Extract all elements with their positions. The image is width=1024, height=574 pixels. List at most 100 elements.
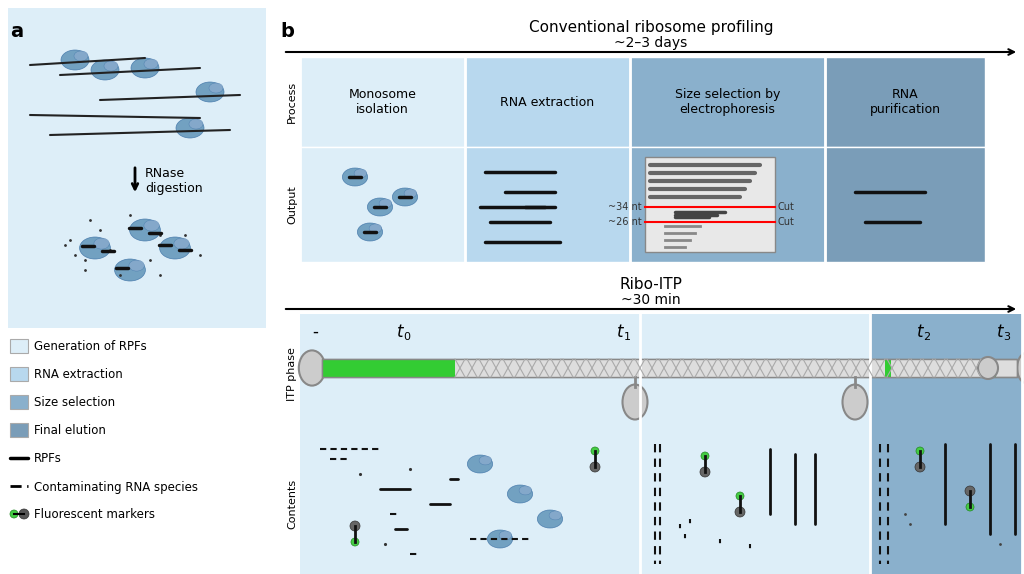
Bar <box>10 395 28 409</box>
Ellipse shape <box>538 510 562 528</box>
Text: Cut: Cut <box>778 202 795 212</box>
Ellipse shape <box>131 58 159 78</box>
Ellipse shape <box>843 385 867 420</box>
Bar <box>990 359 996 377</box>
Text: RNA
purification: RNA purification <box>869 88 940 116</box>
Ellipse shape <box>61 50 89 70</box>
Bar <box>455 359 980 377</box>
Text: 1: 1 <box>624 332 631 342</box>
Bar <box>825 57 985 147</box>
Ellipse shape <box>174 238 189 249</box>
Ellipse shape <box>379 199 392 208</box>
Circle shape <box>351 538 359 546</box>
Text: ~2–3 days: ~2–3 days <box>614 36 688 50</box>
Bar <box>322 359 1017 377</box>
Circle shape <box>350 521 360 531</box>
Text: 3: 3 <box>1004 332 1011 342</box>
Text: Conventional ribosome profiling: Conventional ribosome profiling <box>528 20 773 35</box>
Text: Size selection by
electrophoresis: Size selection by electrophoresis <box>675 88 780 116</box>
Text: Process: Process <box>287 81 297 123</box>
Text: Monosome
isolation: Monosome isolation <box>348 88 417 116</box>
Text: ~26 nt: ~26 nt <box>608 217 642 227</box>
Ellipse shape <box>94 238 110 249</box>
Bar <box>870 314 1022 574</box>
Circle shape <box>701 452 709 460</box>
Circle shape <box>736 492 744 500</box>
Text: Final elution: Final elution <box>34 425 105 437</box>
Text: ITP phase: ITP phase <box>287 347 297 401</box>
Ellipse shape <box>74 51 88 61</box>
Ellipse shape <box>467 455 493 473</box>
Circle shape <box>700 467 710 477</box>
Ellipse shape <box>354 169 367 178</box>
Text: RNase
digestion: RNase digestion <box>145 167 203 195</box>
Ellipse shape <box>623 385 647 420</box>
Bar <box>10 367 28 381</box>
Ellipse shape <box>130 219 161 241</box>
Ellipse shape <box>978 357 998 379</box>
Bar <box>465 147 630 262</box>
Ellipse shape <box>129 260 144 271</box>
Bar <box>885 359 891 377</box>
Ellipse shape <box>519 486 531 495</box>
Text: Generation of RPFs: Generation of RPFs <box>34 340 146 354</box>
Text: t: t <box>616 323 624 341</box>
Text: Contaminating RNA species: Contaminating RNA species <box>34 480 198 494</box>
Text: RPFs: RPFs <box>34 452 61 466</box>
Ellipse shape <box>499 531 512 540</box>
Ellipse shape <box>144 220 160 231</box>
Circle shape <box>590 462 600 472</box>
Ellipse shape <box>368 198 392 216</box>
Ellipse shape <box>342 168 368 186</box>
Text: t: t <box>996 323 1004 341</box>
Ellipse shape <box>91 60 119 80</box>
Bar <box>465 57 630 147</box>
Ellipse shape <box>160 237 190 259</box>
Circle shape <box>966 503 974 511</box>
Bar <box>825 147 985 262</box>
Circle shape <box>916 447 924 455</box>
Ellipse shape <box>479 456 492 465</box>
Bar <box>8 8 266 328</box>
Bar <box>630 57 825 147</box>
Text: ~34 nt: ~34 nt <box>608 202 642 212</box>
Text: Size selection: Size selection <box>34 397 115 409</box>
Ellipse shape <box>404 189 417 198</box>
Text: RNA extraction: RNA extraction <box>34 369 123 382</box>
Circle shape <box>965 486 975 496</box>
Text: Ribo-ITP: Ribo-ITP <box>620 277 682 292</box>
Text: 0: 0 <box>403 332 411 342</box>
Text: Fluorescent markers: Fluorescent markers <box>34 509 155 522</box>
Text: t: t <box>916 323 924 341</box>
Text: RNA extraction: RNA extraction <box>501 95 595 108</box>
Ellipse shape <box>209 83 223 93</box>
Ellipse shape <box>115 259 145 281</box>
Ellipse shape <box>144 59 158 69</box>
Bar <box>300 314 870 574</box>
Circle shape <box>10 510 18 518</box>
Ellipse shape <box>487 530 513 548</box>
Text: 2: 2 <box>924 332 931 342</box>
Bar <box>322 359 1017 377</box>
Text: t: t <box>396 323 403 341</box>
Bar <box>645 157 775 252</box>
Ellipse shape <box>196 82 224 102</box>
Ellipse shape <box>508 485 532 503</box>
Bar <box>10 423 28 437</box>
Ellipse shape <box>357 223 383 241</box>
Bar <box>300 147 465 262</box>
Text: Output: Output <box>287 185 297 224</box>
Bar <box>322 359 455 377</box>
Ellipse shape <box>176 118 204 138</box>
Text: -: - <box>312 323 317 341</box>
Text: ~30 min: ~30 min <box>622 293 681 307</box>
Ellipse shape <box>369 224 382 233</box>
Ellipse shape <box>189 119 203 129</box>
Ellipse shape <box>392 188 418 206</box>
Text: Contents: Contents <box>287 479 297 529</box>
Bar <box>300 57 465 147</box>
Text: a: a <box>10 22 24 41</box>
Text: b: b <box>280 22 294 41</box>
Ellipse shape <box>104 61 118 71</box>
Ellipse shape <box>299 350 326 386</box>
